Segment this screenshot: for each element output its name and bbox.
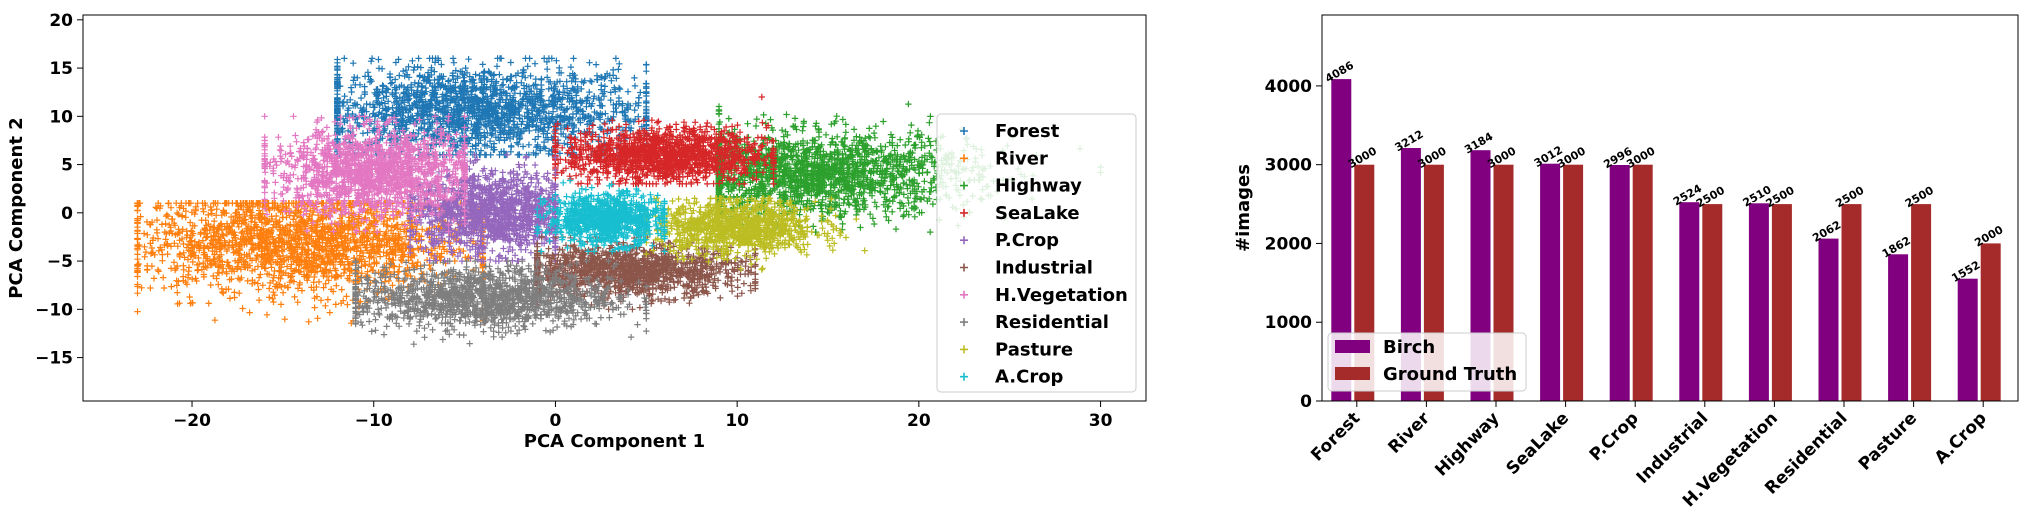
scatter-point <box>477 147 485 154</box>
scatter-point <box>527 72 534 80</box>
scatter-point <box>535 133 542 140</box>
scatter-point <box>415 55 422 62</box>
scatter-point <box>613 75 620 82</box>
scatter-point <box>438 61 445 68</box>
scatter-point <box>367 58 375 65</box>
scatter-point <box>405 63 412 70</box>
